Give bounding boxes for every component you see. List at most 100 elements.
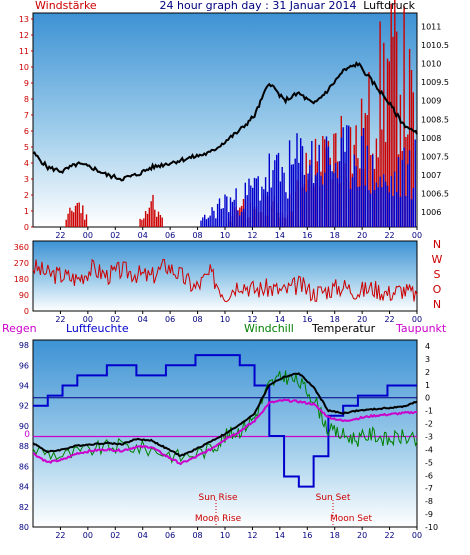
x-tick-label: 00 — [412, 531, 422, 540]
compass-label: O — [433, 283, 442, 296]
x-tick-label: 00 — [412, 231, 422, 240]
humidity-y-tick-label: 98 — [19, 341, 29, 350]
moonrise-label: Moon Rise — [195, 514, 242, 524]
x-tick-label: 04 — [138, 315, 148, 324]
pressure-y-tick-label: 1008.5 — [421, 115, 449, 124]
direction-y-tick-label: 360 — [14, 243, 29, 252]
direction-y-tick-label: 270 — [14, 259, 29, 268]
x-tick-label: 22 — [384, 315, 394, 324]
humidity-y-tick-label: 90 — [19, 422, 29, 431]
legend-temperature: Temperatur — [311, 322, 376, 335]
humidity-line — [33, 354, 417, 488]
x-tick-label: 14 — [275, 231, 285, 240]
temp-y-tick-label: -1 — [425, 407, 433, 416]
temp-y-tick-label: 2 — [425, 368, 430, 377]
humidity-y-tick-label: 82 — [19, 503, 29, 512]
x-tick-label: 08 — [192, 315, 202, 324]
x-tick-label: 10 — [220, 315, 230, 324]
temp-y-tick-label: -8 — [425, 497, 433, 506]
compass-label: W — [432, 253, 443, 266]
x-tick-label: 14 — [275, 531, 285, 540]
x-tick-label: 20 — [357, 531, 367, 540]
temp-y-tick-label: 4 — [425, 342, 430, 351]
pressure-y-tick-label: 1010.5 — [421, 41, 449, 50]
sunset-label: Sun Set — [316, 493, 351, 503]
sunrise-label: Sun Rise — [199, 493, 238, 503]
pressure-y-tick-label: 1009 — [421, 97, 441, 106]
windchill-line — [32, 370, 418, 464]
x-tick-label: 12 — [247, 231, 257, 240]
x-tick-label: 08 — [192, 231, 202, 240]
x-tick-label: 16 — [302, 315, 312, 324]
x-tick-label: 22 — [384, 231, 394, 240]
chart-title: 24 hour graph day : 31 Januar 2014 — [160, 0, 357, 12]
temp-y-tick-label: -2 — [425, 420, 433, 429]
temp-y-tick-label: 0 — [425, 394, 430, 403]
wind-direction-plot-area — [32, 240, 418, 312]
direction-y-tick-label: 180 — [14, 275, 29, 284]
temp-y-tick-label: -9 — [425, 510, 433, 519]
rain-zero-label: 0 — [24, 430, 30, 440]
temperature-line — [32, 372, 418, 457]
temp-y-tick-label: -4 — [425, 445, 433, 454]
wind-y-tick-label: 9 — [24, 79, 29, 88]
x-tick-label: 04 — [138, 531, 148, 540]
x-tick-label: 18 — [330, 231, 340, 240]
humidity-y-tick-label: 88 — [19, 442, 29, 451]
x-tick-label: 06 — [165, 315, 175, 324]
direction-y-tick-label: 0 — [24, 307, 29, 316]
x-tick-label: 00 — [412, 315, 422, 324]
x-tick-label: 20 — [357, 231, 367, 240]
humidity-y-tick-label: 86 — [19, 462, 29, 471]
pressure-y-tick-label: 1007.5 — [421, 152, 449, 161]
x-tick-label: 06 — [165, 531, 175, 540]
x-tick-label: 20 — [357, 315, 367, 324]
x-tick-label: 10 — [220, 531, 230, 540]
x-tick-label: 16 — [302, 531, 312, 540]
wind-y-tick-label: 2 — [24, 191, 29, 200]
temp-y-tick-label: -3 — [425, 433, 433, 442]
x-tick-label: 00 — [83, 231, 93, 240]
legend-humidity: Luftfeuchte — [66, 322, 129, 335]
x-tick-label: 12 — [247, 531, 257, 540]
pressure-y-tick-label: 1006.5 — [421, 190, 449, 199]
pressure-y-tick-label: 1009.5 — [421, 78, 449, 87]
dewpoint-line — [32, 398, 417, 466]
wind-y-tick-label: 13 — [19, 15, 29, 24]
humidity-y-tick-label: 92 — [19, 402, 29, 411]
temp-y-tick-label: 1 — [425, 381, 430, 390]
wind-y-tick-label: 6 — [24, 127, 29, 136]
x-tick-label: 22 — [55, 231, 65, 240]
x-tick-label: 14 — [275, 315, 285, 324]
pressure-line — [32, 61, 418, 182]
compass-label: S — [434, 268, 441, 281]
humidity-y-tick-label: 80 — [19, 523, 29, 532]
pressure-y-tick-label: 1008 — [421, 134, 441, 143]
x-tick-label: 00 — [83, 531, 93, 540]
wind-y-tick-label: 4 — [24, 159, 29, 168]
wind-y-tick-label: 7 — [24, 111, 29, 120]
x-tick-label: 22 — [55, 531, 65, 540]
x-tick-label: 18 — [330, 315, 340, 324]
wind-y-tick-label: 3 — [24, 175, 29, 184]
pressure-y-tick-label: 1006 — [421, 208, 441, 217]
pressure-y-tick-label: 1010 — [421, 60, 441, 69]
legend-dewpoint: Taupunkt — [395, 322, 447, 335]
x-tick-label: 08 — [192, 531, 202, 540]
legend-windchill: Windchill — [244, 322, 294, 335]
x-tick-label: 10 — [220, 231, 230, 240]
humidity-y-tick-label: 94 — [19, 381, 29, 390]
compass-label: N — [433, 238, 441, 251]
moonset-label: Moon Set — [330, 514, 373, 524]
temp-y-tick-label: -7 — [425, 484, 433, 493]
x-tick-label: 18 — [330, 531, 340, 540]
wind-y-tick-label: 12 — [19, 31, 29, 40]
x-tick-label: 00 — [83, 315, 93, 324]
x-tick-label: 06 — [165, 231, 175, 240]
humidity-y-tick-label: 96 — [19, 361, 29, 370]
wind-y-tick-label: 10 — [19, 63, 29, 72]
direction-y-tick-label: 90 — [19, 291, 29, 300]
x-tick-label: 02 — [110, 231, 120, 240]
